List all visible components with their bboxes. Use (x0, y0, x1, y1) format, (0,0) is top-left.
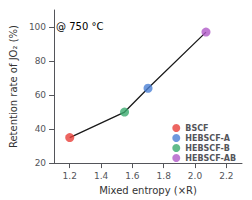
svg-text:1.2: 1.2 (63, 171, 77, 181)
svg-text:Retention rate of JO₂ (%): Retention rate of JO₂ (%) (8, 25, 19, 148)
svg-text:BSCF: BSCF (185, 124, 208, 133)
svg-text:1.8: 1.8 (157, 171, 172, 181)
svg-text:20: 20 (35, 158, 47, 168)
svg-text:60: 60 (35, 90, 47, 100)
svg-text:@ 750 °C: @ 750 °C (56, 21, 103, 32)
svg-text:Mixed entropy (×R): Mixed entropy (×R) (99, 185, 197, 196)
svg-text:2.2: 2.2 (219, 171, 233, 181)
svg-text:80: 80 (35, 56, 47, 66)
svg-text:1.4: 1.4 (94, 171, 109, 181)
svg-text:2.0: 2.0 (188, 171, 203, 181)
svg-text:100: 100 (29, 22, 46, 32)
svg-text:HEBSCF-B: HEBSCF-B (185, 144, 230, 153)
svg-text:40: 40 (35, 124, 47, 134)
svg-text:HEBSCF-A: HEBSCF-A (185, 134, 230, 143)
svg-text:HEBSCF-AB: HEBSCF-AB (185, 154, 236, 163)
svg-text:1.6: 1.6 (125, 171, 140, 181)
